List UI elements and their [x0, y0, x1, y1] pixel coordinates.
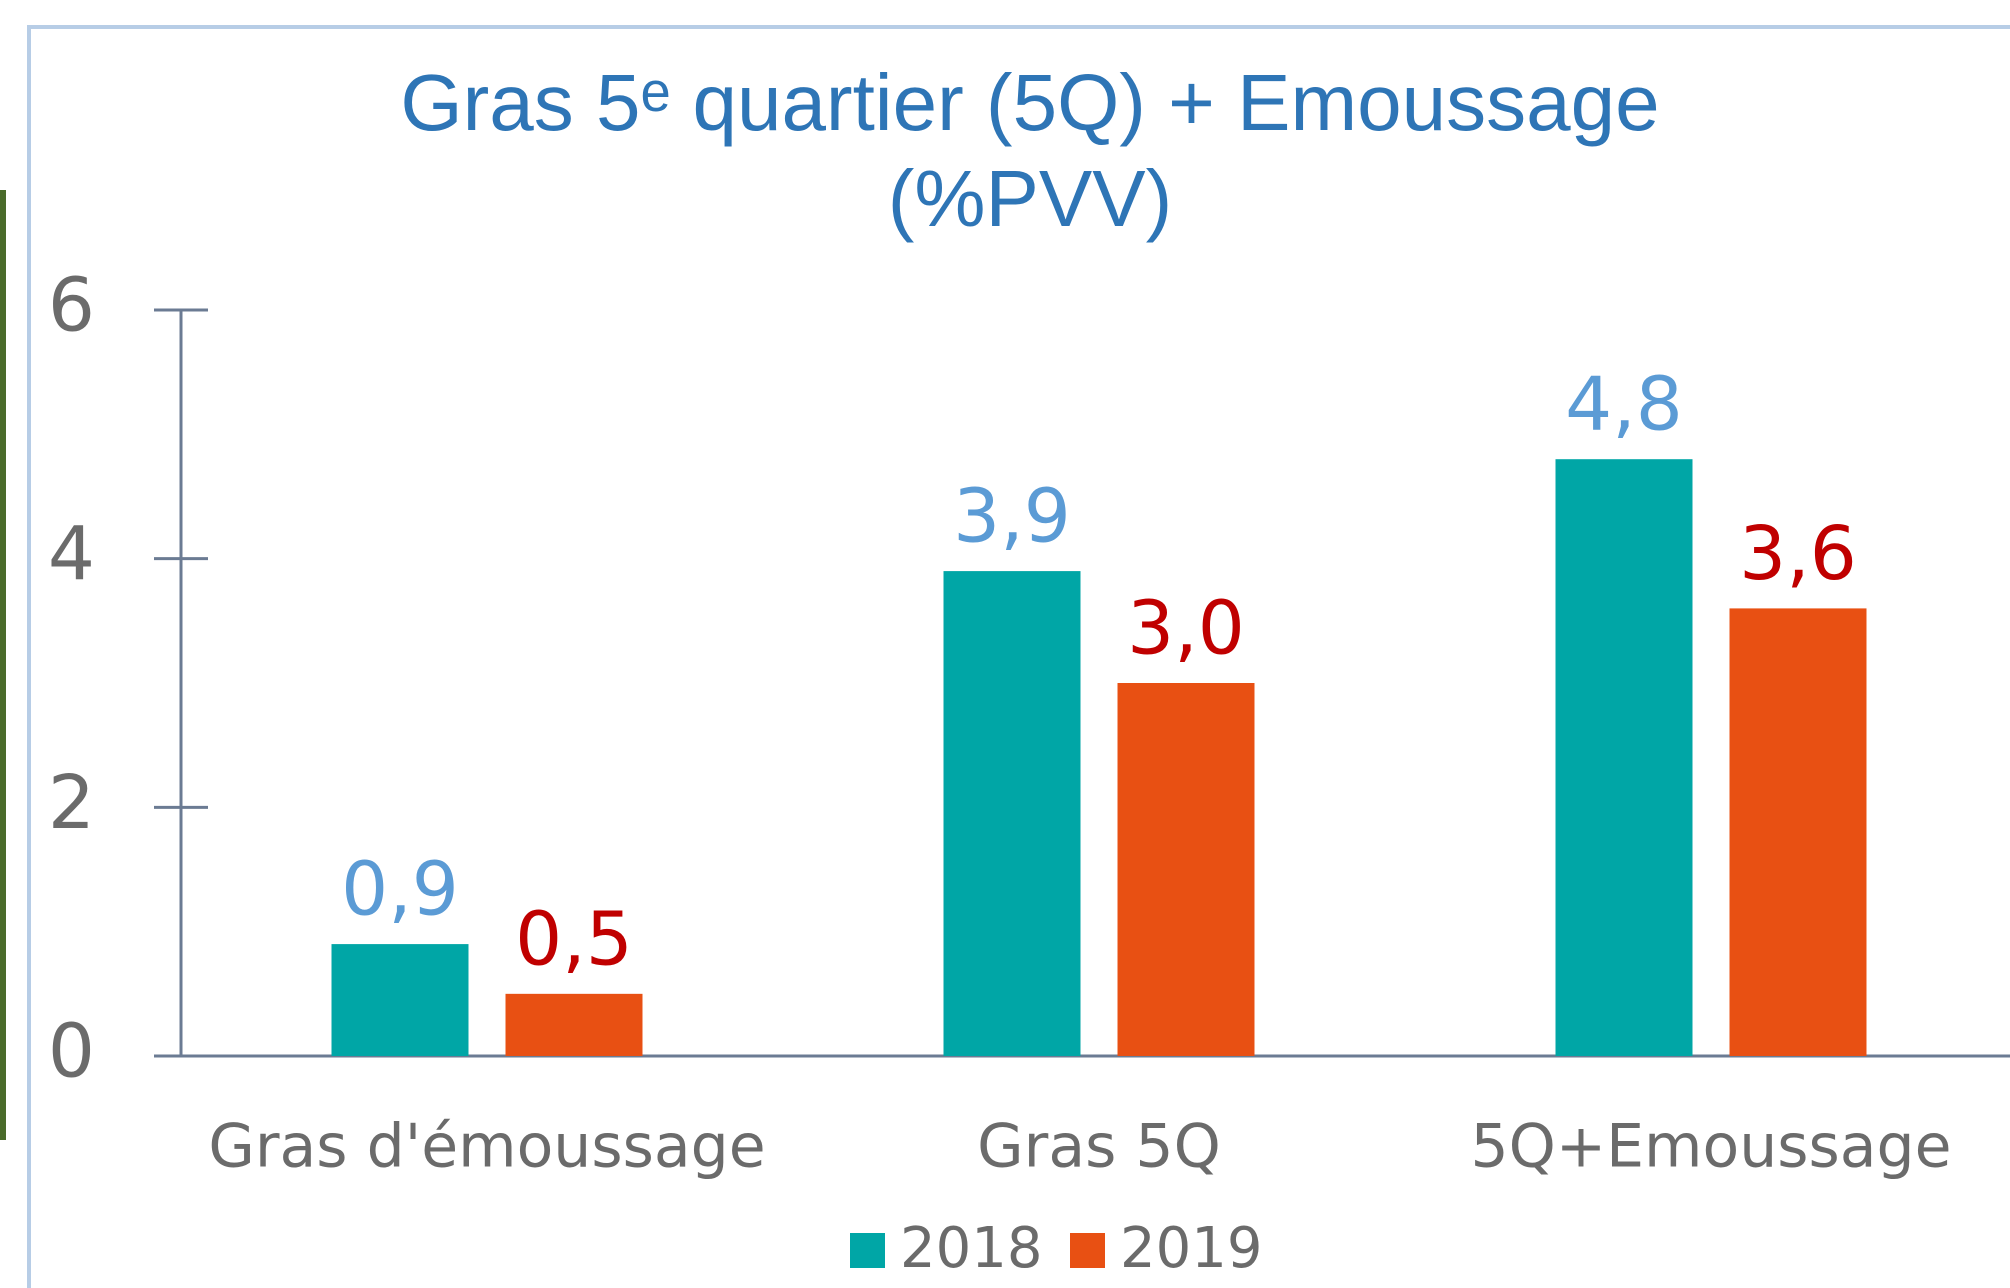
y-tick-label: 0	[48, 1009, 95, 1095]
value-label: 0,9	[341, 847, 459, 933]
value-label: 3,0	[1127, 586, 1245, 672]
bar	[1118, 683, 1255, 1056]
legend-swatch	[1070, 1233, 1105, 1268]
legend-label: 2018	[900, 1216, 1043, 1281]
bar	[506, 994, 643, 1056]
legend-swatch	[850, 1233, 885, 1268]
bar	[1730, 608, 1867, 1056]
x-tick-label: Gras d'émoussage	[208, 1112, 765, 1182]
value-label: 3,6	[1739, 511, 1857, 597]
y-tick-label: 6	[48, 263, 95, 349]
x-tick-label: 5Q+Emoussage	[1470, 1112, 1951, 1182]
chart: Gras 5ᵉ quartier (5Q) + Emoussage (%PVV)…	[0, 0, 2010, 1288]
value-label: 0,5	[515, 896, 633, 982]
chart-title: (%PVV)	[888, 154, 1173, 243]
background-strip	[0, 190, 6, 1140]
bar	[944, 571, 1081, 1056]
value-label: 3,9	[953, 474, 1071, 560]
legend-label: 2019	[1120, 1216, 1263, 1281]
value-label: 4,8	[1565, 362, 1683, 448]
y-tick-label: 2	[48, 760, 95, 846]
bar	[332, 944, 469, 1056]
y-tick-label: 4	[48, 511, 95, 597]
bar	[1556, 459, 1693, 1056]
x-tick-label: Gras 5Q	[977, 1112, 1221, 1182]
chart-title: Gras 5ᵉ quartier (5Q) + Emoussage	[400, 58, 1659, 147]
